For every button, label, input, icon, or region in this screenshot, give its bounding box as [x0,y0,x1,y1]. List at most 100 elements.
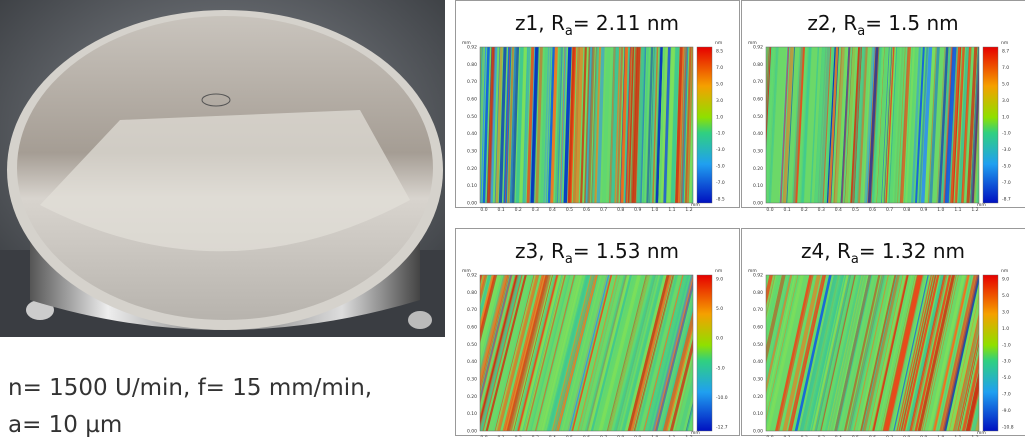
colorbar-unit: nm [715,269,722,274]
y-tick-label: 0.70 [753,307,763,313]
colorbar-tick-label: -3.0 [1002,147,1011,153]
y-tick-label: 0.00 [467,429,477,435]
y-tick-label: 0.20 [753,394,763,400]
colorbar-tick-label: -10.8 [1002,425,1014,431]
colorbar-tick-label: -1.0 [1002,342,1011,348]
y-tick-label: 0.30 [753,149,763,155]
x-tick-label: 0.9 [634,207,641,213]
y-tick-label: 0.60 [467,97,477,103]
y-tick-label: 0.00 [753,201,763,207]
y-tick-label: 0.50 [467,342,477,348]
photo [0,0,445,337]
y-tick-label: 0.40 [753,359,763,365]
x-tick-label: 0.4 [835,207,842,213]
y-tick-label: 0.70 [467,79,477,85]
title-subscript: a [565,252,573,267]
caption-line: a= 10 µm [8,412,122,437]
x-tick-label: 0.6 [869,207,876,213]
title-text: z1, R [515,11,565,35]
panel-title: z2, Ra= 1.5 nm [807,11,958,39]
y-tick-label: 0.10 [467,411,477,417]
x-tick-label: 0.1 [497,207,504,213]
axis-unit: mm [977,203,986,208]
panel: z3, Ra= 1.53 nmmm0.000.100.200.300.400.5… [441,229,739,437]
colorbar-tick-label: 3.0 [1002,309,1009,315]
colorbar [983,47,998,203]
y-tick-label: 0.30 [467,377,477,383]
colorbar-tick-label: 0.0 [716,336,723,342]
colorbar-tick-label: -3.0 [1002,359,1011,365]
x-tick-label: 0.7 [600,207,607,213]
x-tick-label: 0.2 [515,207,522,213]
colorbar-tick-label: -3.0 [716,147,725,153]
colorbar-tick-label: 5.0 [1002,293,1009,299]
colorbar-tick-label: -7.0 [716,180,725,186]
y-tick-label: 0.92 [467,45,477,51]
y-tick-label: 0.70 [467,307,477,313]
y-tick-label: 0.10 [753,411,763,417]
axis-unit: mm [977,431,986,436]
colorbar-tick-label: -1.0 [1002,131,1011,137]
colorbar [697,275,712,431]
colorbar-tick-label: -8.7 [1002,197,1011,203]
y-tick-label: 0.10 [753,183,763,189]
colorbar-tick-label: -12.7 [716,425,728,431]
y-tick-label: 0.60 [753,325,763,331]
colorbar-tick-label: 5.0 [716,306,723,312]
colorbar-tick-label: 8.5 [716,49,723,55]
colorbar-unit: nm [1001,41,1008,46]
x-tick-label: 0.5 [852,207,859,213]
y-tick-label: 0.92 [753,273,763,279]
colorbar-tick-label: 5.0 [716,81,723,87]
y-tick-label: 0.20 [467,394,477,400]
panel: z2, Ra= 1.5 nmmm0.000.100.200.300.400.50… [742,1,1025,214]
x-tick-label: 0.5 [566,207,573,213]
colorbar [983,275,998,431]
colorbar-tick-label: -8.5 [716,197,725,203]
panel-title: z1, Ra= 2.11 nm [515,11,679,39]
colorbar-tick-label: 8.7 [1002,49,1009,55]
title-subscript: a [857,24,865,39]
colorbar-tick-label: 7.0 [716,65,723,71]
caption-line: n= 1500 U/min, f= 15 mm/min, [8,375,372,401]
y-tick-label: 0.00 [467,201,477,207]
y-tick-label: 0.50 [753,342,763,348]
title-subscript: a [565,24,573,39]
y-tick-label: 0.60 [753,97,763,103]
colorbar [697,47,712,203]
colorbar-tick-label: -10.0 [716,395,728,401]
y-tick-label: 0.00 [753,429,763,435]
colorbar-tick-label: -5.0 [1002,375,1011,381]
colorbar-tick-label: 5.0 [1002,81,1009,87]
colorbar-tick-label: 3.0 [1002,98,1009,104]
title-text: z2, R [807,11,857,35]
x-tick-label: 0.0 [480,207,487,213]
x-tick-label: 0.3 [532,207,539,213]
title-value: = 1.5 nm [865,11,958,35]
x-tick-label: 0.9 [920,207,927,213]
y-tick-label: 0.40 [467,359,477,365]
colorbar-tick-label: -5.0 [716,164,725,170]
map [735,275,1015,431]
y-tick-label: 0.30 [467,149,477,155]
colorbar-tick-label: 7.0 [1002,65,1009,71]
axis-unit: mm [691,203,700,208]
title-text: z3, R [515,239,565,263]
surface-maps: z1, Ra= 2.11 nm mm 0.00 0.10 0.20 0.30 0.40 0.5… [441,1,1025,437]
y-tick-label: 0.50 [753,114,763,120]
colorbar-unit: nm [715,41,722,46]
title-value: = 1.32 nm [859,239,965,263]
colorbar-tick-label: -1.0 [716,131,725,137]
y-tick-label: 0.40 [467,131,477,137]
x-tick-label: 0.3 [818,207,825,213]
colorbar-tick-label: 1.0 [716,114,723,120]
x-tick-label: 0.2 [801,207,808,213]
x-tick-label: 1.1 [954,207,961,213]
y-tick-label: 0.20 [467,166,477,172]
panel-title: z3, Ra= 1.53 nm [515,239,679,267]
map [441,275,732,431]
panel: z4, Ra= 1.32 nmmm0.000.100.200.300.400.5… [735,229,1025,437]
title-text: z4, R [801,239,851,263]
colorbar-tick-label: 1.0 [1002,114,1009,120]
y-tick-label: 0.10 [467,183,477,189]
